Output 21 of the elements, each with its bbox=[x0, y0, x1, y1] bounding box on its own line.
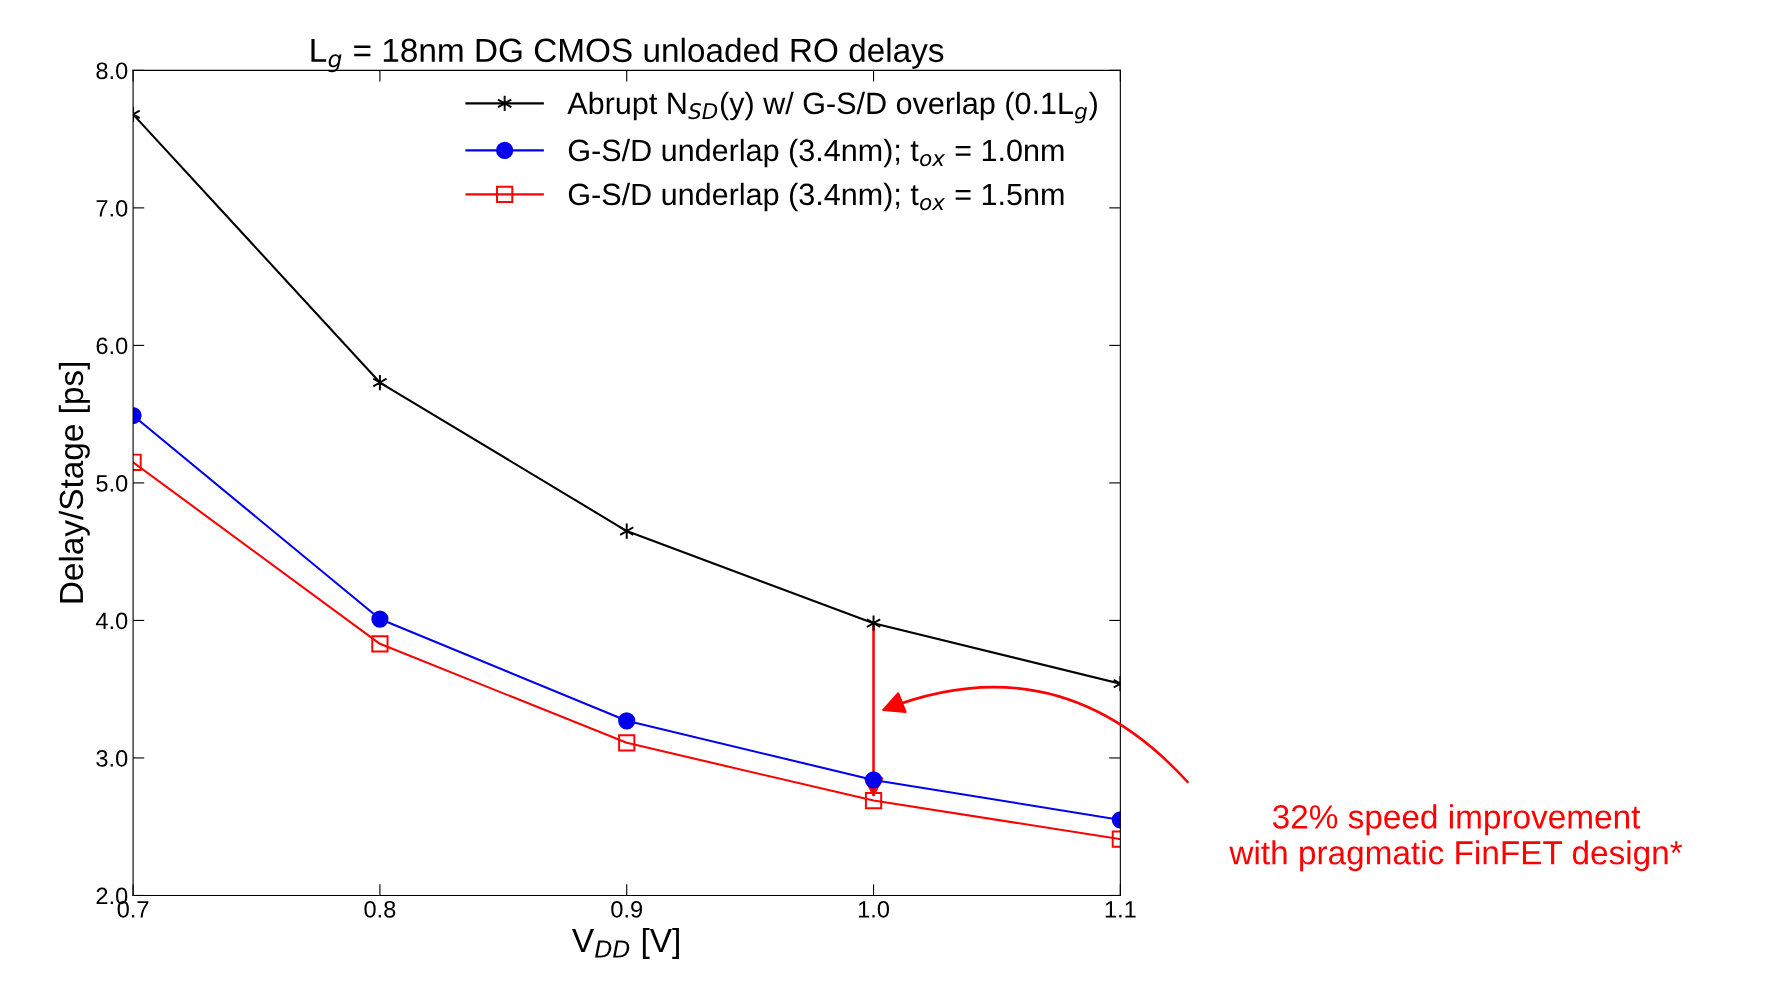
point bbox=[619, 522, 635, 540]
point bbox=[618, 734, 636, 752]
y-tick-label: 8.0 bbox=[96, 62, 128, 80]
y-tick-label: 7.0 bbox=[96, 199, 128, 217]
x-tick-label: 1.0 bbox=[858, 900, 890, 918]
point bbox=[864, 791, 883, 810]
x-tick-label: 0.9 bbox=[611, 900, 643, 918]
x-tick-label: 1.1 bbox=[1105, 901, 1136, 918]
y-tick-label: 4.0 bbox=[95, 612, 128, 630]
y-axis-title: Delay/Stage [ps] bbox=[58, 362, 90, 603]
text: 32% speed improvement with pragmatic FinFET design* bbox=[1229, 804, 1683, 872]
x-tick-label: 0.8 bbox=[364, 900, 396, 918]
y-tick-label: 3.0 bbox=[96, 750, 128, 767]
point bbox=[618, 712, 636, 730]
y-tick-label: 5.0 bbox=[96, 474, 128, 492]
legend-label: Abrupt N$_{SD}$(y) w/ G-S/D overlap (0.1L$_{g}$) bbox=[567, 91, 1097, 124]
x-axis-title: V$_{DD}$ [V] bbox=[572, 927, 679, 959]
legend-label: G-S/D underlap (3.4nm); t$_{ox}$ = 1.0nm bbox=[568, 138, 1064, 168]
point bbox=[864, 771, 883, 789]
y-tick-label: 6.0 bbox=[96, 337, 128, 355]
legend-label: G-S/D underlap (3.4nm); t$_{ox}$ = 1.5nm bbox=[568, 182, 1064, 212]
